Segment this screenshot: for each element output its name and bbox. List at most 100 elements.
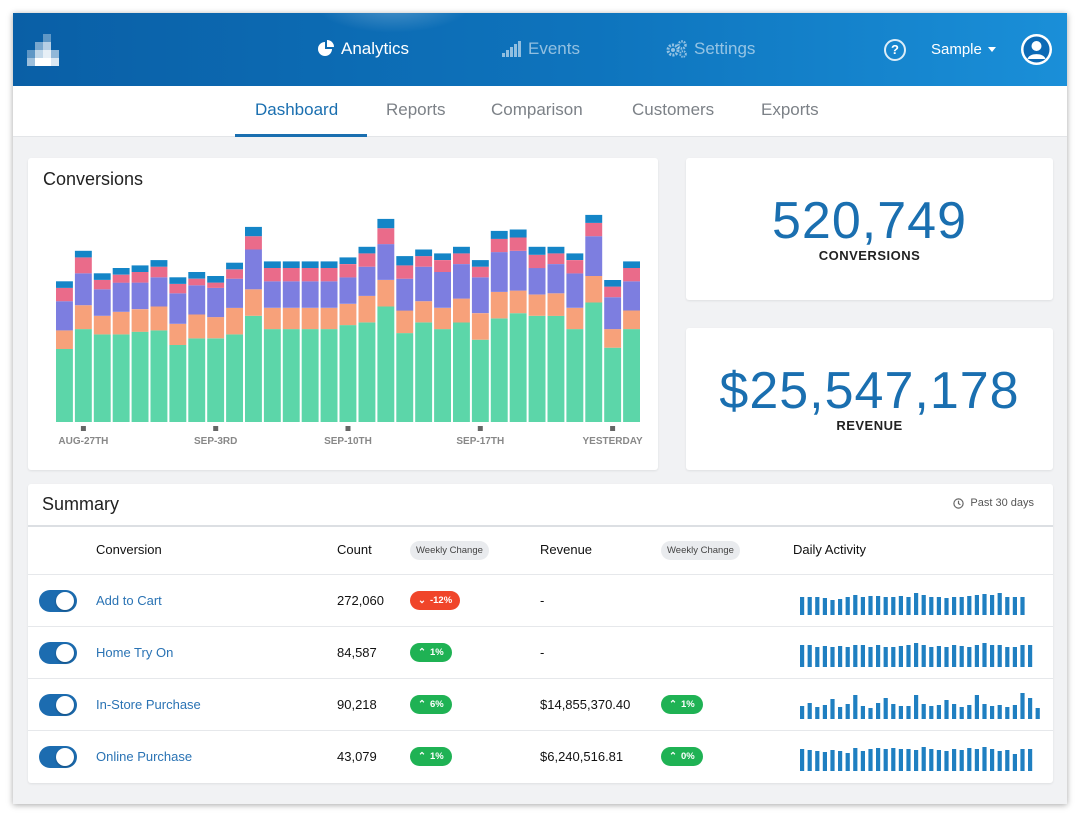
- bar-segment[interactable]: [339, 257, 357, 264]
- bar-segment[interactable]: [623, 268, 640, 282]
- bar-segment[interactable]: [282, 261, 300, 268]
- row-enable-toggle[interactable]: [39, 642, 77, 664]
- bar-segment[interactable]: [188, 285, 206, 315]
- bar-segment[interactable]: [471, 266, 489, 278]
- bar-segment[interactable]: [434, 329, 451, 422]
- bar-segment[interactable]: [453, 264, 470, 299]
- bar-segment[interactable]: [207, 338, 225, 422]
- bar-segment[interactable]: [509, 250, 527, 291]
- bar-segment[interactable]: [377, 244, 395, 280]
- bar-segment[interactable]: [320, 261, 338, 268]
- bar-segment[interactable]: [93, 289, 111, 316]
- conversion-name-link[interactable]: Add to Cart: [96, 593, 162, 608]
- bar-segment[interactable]: [93, 280, 111, 290]
- bar-segment[interactable]: [604, 280, 622, 287]
- bar-segment[interactable]: [320, 281, 338, 308]
- bar-segment[interactable]: [263, 268, 281, 282]
- help-circle-icon[interactable]: ?: [884, 39, 906, 61]
- bar-segment[interactable]: [377, 306, 395, 423]
- bar-segment[interactable]: [396, 310, 414, 334]
- bar-segment[interactable]: [396, 265, 414, 279]
- bar-segment[interactable]: [339, 303, 357, 326]
- bar-segment[interactable]: [604, 347, 622, 422]
- bar-segment[interactable]: [453, 253, 470, 264]
- bar-segment[interactable]: [226, 278, 243, 308]
- bar-segment[interactable]: [93, 315, 111, 335]
- bar-segment[interactable]: [528, 254, 546, 269]
- bar-segment[interactable]: [604, 329, 622, 348]
- bar-segment[interactable]: [528, 294, 546, 316]
- bar-segment[interactable]: [547, 246, 565, 254]
- bar-segment[interactable]: [415, 249, 433, 257]
- bar-segment[interactable]: [150, 330, 168, 422]
- bar-segment[interactable]: [263, 329, 281, 422]
- bar-segment[interactable]: [112, 268, 130, 275]
- bar-segment[interactable]: [282, 268, 300, 282]
- bar-segment[interactable]: [207, 317, 225, 339]
- bar-segment[interactable]: [150, 277, 168, 307]
- col-count-weekly-change[interactable]: Weekly Change: [410, 541, 489, 560]
- bar-segment[interactable]: [301, 268, 319, 282]
- bar-segment[interactable]: [471, 277, 489, 314]
- bar-segment[interactable]: [301, 281, 319, 308]
- bar-segment[interactable]: [585, 302, 603, 423]
- bar-segment[interactable]: [528, 268, 546, 295]
- bar-segment[interactable]: [320, 329, 338, 422]
- bar-segment[interactable]: [585, 236, 603, 276]
- bar-segment[interactable]: [301, 261, 319, 268]
- bar-segment[interactable]: [226, 334, 243, 422]
- bar-segment[interactable]: [150, 260, 168, 267]
- bar-segment[interactable]: [339, 264, 357, 278]
- bar-segment[interactable]: [263, 281, 281, 308]
- bar-segment[interactable]: [112, 334, 130, 422]
- conversion-name-link[interactable]: Online Purchase: [96, 749, 193, 764]
- bar-segment[interactable]: [188, 338, 206, 422]
- col-revenue-weekly-change[interactable]: Weekly Change: [661, 541, 740, 560]
- bar-segment[interactable]: [396, 256, 414, 266]
- bar-segment[interactable]: [453, 246, 470, 254]
- bar-segment[interactable]: [131, 309, 149, 332]
- bar-segment[interactable]: [509, 229, 527, 238]
- bar-segment[interactable]: [74, 329, 92, 422]
- bar-segment[interactable]: [226, 269, 243, 279]
- bar-segment[interactable]: [434, 307, 451, 330]
- bar-segment[interactable]: [263, 261, 281, 268]
- bar-segment[interactable]: [585, 222, 603, 237]
- bar-segment[interactable]: [301, 329, 319, 422]
- bar-segment[interactable]: [566, 260, 584, 274]
- bar-segment[interactable]: [415, 322, 433, 423]
- bar-segment[interactable]: [434, 272, 451, 308]
- bar-segment[interactable]: [301, 307, 319, 330]
- user-avatar-icon[interactable]: [1021, 34, 1052, 65]
- bar-segment[interactable]: [471, 313, 489, 340]
- bar-segment[interactable]: [282, 307, 300, 330]
- bar-segment[interactable]: [282, 329, 300, 422]
- bar-segment[interactable]: [245, 236, 262, 250]
- col-count[interactable]: Count: [337, 542, 372, 557]
- conversion-name-link[interactable]: In-Store Purchase: [96, 697, 201, 712]
- bar-segment[interactable]: [377, 218, 395, 229]
- bar-segment[interactable]: [169, 277, 187, 284]
- bar-segment[interactable]: [585, 276, 603, 303]
- bar-segment[interactable]: [566, 329, 584, 422]
- bar-segment[interactable]: [150, 266, 168, 278]
- bar-segment[interactable]: [339, 277, 357, 304]
- bar-segment[interactable]: [471, 260, 489, 267]
- bar-segment[interactable]: [207, 276, 225, 283]
- row-enable-toggle[interactable]: [39, 590, 77, 612]
- bar-segment[interactable]: [226, 262, 243, 270]
- bar-segment[interactable]: [358, 322, 376, 423]
- bar-segment[interactable]: [169, 293, 187, 324]
- bar-segment[interactable]: [131, 265, 149, 272]
- tab-customers[interactable]: Customers: [632, 100, 715, 119]
- bar-segment[interactable]: [188, 314, 206, 339]
- bar-segment[interactable]: [112, 274, 130, 283]
- bar-segment[interactable]: [623, 261, 640, 268]
- bar-segment[interactable]: [585, 214, 603, 223]
- bar-segment[interactable]: [566, 273, 584, 308]
- bar-segment[interactable]: [74, 273, 92, 306]
- bar-segment[interactable]: [282, 281, 300, 308]
- bar-segment[interactable]: [131, 331, 149, 422]
- tab-dashboard[interactable]: Dashboard: [255, 100, 339, 119]
- tab-exports[interactable]: Exports: [761, 100, 819, 119]
